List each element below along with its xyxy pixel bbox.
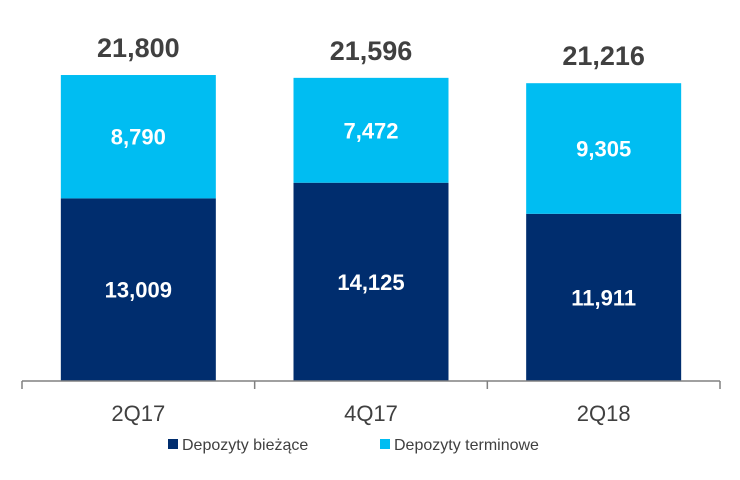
legend-label: Depozyty terminowe — [394, 437, 539, 454]
data-label: 11,911 — [571, 285, 636, 310]
total-label: 21,596 — [330, 36, 413, 66]
bar-segment-terminowe-4Q17 — [293, 77, 449, 183]
x-tick-label: 2Q18 — [577, 401, 631, 426]
legend-swatch-biezace — [168, 439, 178, 449]
bar-segment-biezace-4Q17 — [293, 182, 449, 381]
data-label: 9,305 — [576, 137, 631, 162]
legend-swatch-terminowe — [380, 439, 390, 449]
x-tick-label: 4Q17 — [344, 401, 398, 426]
bar-segment-terminowe-2Q18 — [526, 83, 682, 214]
bar-segment-terminowe-2Q17 — [60, 75, 216, 199]
total-label: 21,216 — [562, 41, 645, 71]
bar-segment-biezace-2Q17 — [60, 198, 216, 381]
data-label: 7,472 — [343, 118, 398, 143]
data-label: 14,125 — [337, 270, 404, 295]
data-label: 13,009 — [105, 278, 172, 303]
data-label: 8,790 — [111, 125, 166, 150]
legend-label: Depozyty bieżące — [182, 437, 308, 454]
x-tick-label: 2Q17 — [111, 401, 165, 426]
total-label: 21,800 — [97, 33, 180, 63]
bar-segment-biezace-2Q18 — [526, 213, 682, 381]
